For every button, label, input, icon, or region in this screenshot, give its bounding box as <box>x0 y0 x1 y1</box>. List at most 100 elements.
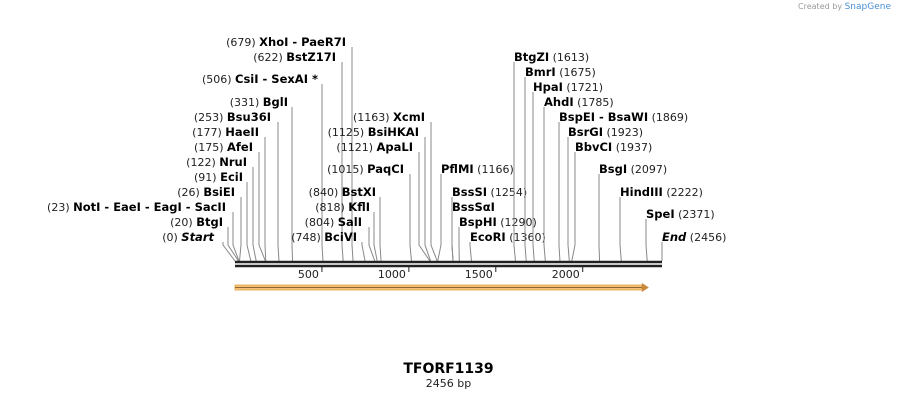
enzyme-name: NotI - EaeI - EagI - SacII <box>73 200 226 214</box>
site-label-kfli: (818) KflI <box>315 200 370 214</box>
enzyme-name: AhdI <box>544 95 574 109</box>
enzyme-name: BmrI <box>525 65 556 79</box>
site-line <box>543 107 546 262</box>
site-line <box>258 152 266 262</box>
site-position: (1254) <box>487 186 527 199</box>
site-position: (679) <box>226 36 259 49</box>
site-line <box>222 242 236 262</box>
site-position: (2456) <box>686 231 726 244</box>
site-label-sali: (804) SalI <box>305 215 362 229</box>
site-label-bsssi: BssSI (1254) <box>452 185 527 199</box>
site-label-xcmi: (1163) XcmI <box>353 110 425 124</box>
site-line <box>379 197 382 262</box>
enzyme-name: NruI <box>219 155 247 169</box>
site-label-bsphi: BspHI (1290) <box>459 215 537 229</box>
site-position: (20) <box>170 216 196 229</box>
site-label-bstz17i: (622) BstZ17I <box>253 50 336 64</box>
site-position: (818) <box>315 201 348 214</box>
site-line <box>277 122 280 262</box>
site-position: (1163) <box>353 111 393 124</box>
site-label-bsu36i: (253) Bsu36I <box>194 110 271 124</box>
enzyme-name: SalI <box>338 215 362 229</box>
enzyme-name: End <box>662 230 687 244</box>
enzyme-name: BsiEI <box>203 185 235 199</box>
enzyme-name: HindIII <box>620 185 663 199</box>
site-position: (331) <box>230 96 263 109</box>
site-label-ecori: EcoRI (1360) <box>470 230 546 244</box>
site-line <box>437 174 442 262</box>
site-label-hpai: HpaI (1721) <box>533 80 603 94</box>
site-line <box>409 174 412 262</box>
site-line <box>598 174 601 262</box>
site-label-bsiei: (26) BsiEI <box>177 185 235 199</box>
site-label-hindiii: HindIII (2222) <box>620 185 703 199</box>
site-position: (1675) <box>556 66 596 79</box>
enzyme-name: BsgI <box>599 162 627 176</box>
enzyme-name: XhoI - PaeR7I <box>259 35 346 49</box>
site-line <box>227 227 239 262</box>
site-line <box>513 62 516 262</box>
snapgene-brand: Created by SnapGene <box>798 2 891 12</box>
site-position: (506) <box>202 73 235 86</box>
map-length: 2456 bp <box>425 377 472 390</box>
site-label-noti: (23) NotI - EaeI - EagI - SacII <box>47 200 226 214</box>
tick-label: 1500 <box>465 268 493 281</box>
site-label-bcivi: (748) BciVI <box>291 230 357 244</box>
site-position: (1360) <box>506 231 546 244</box>
site-label-ecii: (91) EciI <box>194 170 243 184</box>
site-label-csii: (506) CsiI - SexAI * <box>202 72 318 86</box>
site-position: (0) <box>162 231 181 244</box>
site-line <box>239 197 242 262</box>
enzyme-name: BspEI - BsaWI <box>559 110 648 124</box>
site-position: (1785) <box>574 96 614 109</box>
enzyme-name: CsiI - SexAI * <box>235 72 318 86</box>
site-position: (2097) <box>627 163 667 176</box>
enzyme-name: BstZ17I <box>286 50 336 64</box>
site-line <box>469 242 472 262</box>
enzyme-name: SpeI <box>646 207 675 221</box>
site-label-btgzi: BtgZI (1613) <box>514 50 589 64</box>
site-label-start: (0) Start <box>162 230 214 244</box>
site-label-bsrgi: BsrGI (1923) <box>568 125 643 139</box>
site-label-bstxi: (840) BstXI <box>309 185 376 199</box>
site-position: (1721) <box>563 81 603 94</box>
brand-name: SnapGene <box>844 2 891 12</box>
enzyme-name: XcmI <box>393 110 425 124</box>
site-position: (840) <box>309 186 342 199</box>
enzyme-name: BspHI <box>459 215 497 229</box>
orf-arrow-icon <box>641 283 649 292</box>
site-line <box>361 242 366 262</box>
site-position: (1125) <box>328 126 368 139</box>
site-position: (1937) <box>612 141 652 154</box>
site-label-bgli: (331) BglI <box>230 95 288 109</box>
enzyme-name: AfeI <box>227 140 253 154</box>
site-line <box>264 137 267 262</box>
site-label-xhoi: (679) XhoI - PaeR7I <box>226 35 346 49</box>
enzyme-name: KflI <box>348 200 370 214</box>
enzyme-name: BstXI <box>342 185 376 199</box>
enzyme-name: PaqCI <box>367 162 404 176</box>
enzyme-name: BssSαI <box>452 200 495 214</box>
site-line <box>368 227 376 262</box>
site-line <box>645 219 648 262</box>
site-position: (2222) <box>663 186 703 199</box>
site-label-paqci: (1015) PaqCI <box>327 162 404 176</box>
site-position: (1869) <box>648 111 688 124</box>
site-label-bsihkai: (1125) BsiHKAI <box>328 125 419 139</box>
enzyme-name: BciVI <box>324 230 357 244</box>
site-line <box>246 182 252 262</box>
site-line <box>291 107 294 262</box>
site-position: (253) <box>194 111 227 124</box>
site-line <box>373 212 378 262</box>
site-line <box>619 197 622 262</box>
site-position: (1290) <box>497 216 537 229</box>
enzyme-name: BtgZI <box>514 50 549 64</box>
site-label-bspei: BspEI - BsaWI (1869) <box>559 110 688 124</box>
site-position: (26) <box>177 186 203 199</box>
site-position: (175) <box>194 141 227 154</box>
enzyme-name: BsrGI <box>568 125 603 139</box>
brand-prefix: Created by <box>798 2 843 11</box>
site-label-bmri: BmrI (1675) <box>525 65 596 79</box>
site-label-end: End (2456) <box>662 230 726 244</box>
site-line <box>451 212 454 262</box>
